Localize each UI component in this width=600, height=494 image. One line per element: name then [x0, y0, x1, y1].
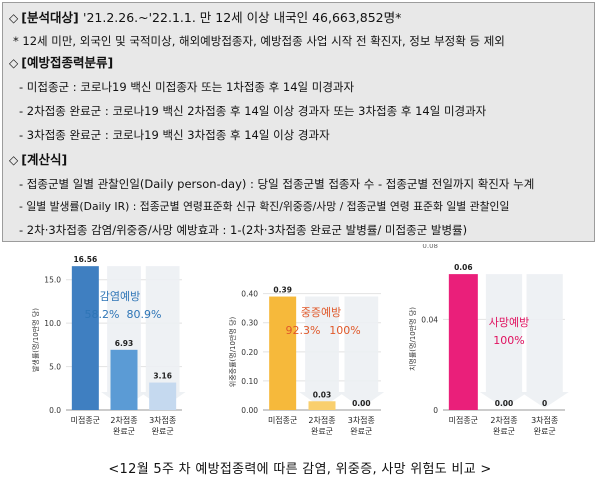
reduction-arrow	[299, 296, 345, 408]
y-tick-label: 15.0	[44, 276, 61, 285]
y-tick-label: 0.10	[241, 377, 258, 386]
x-tick-label: 완료군	[350, 427, 372, 436]
y-tick-label: 0.20	[241, 348, 258, 357]
calc-item: - 접종군별 일별 관찰인일(Daily person-day) : 당일 접종…	[19, 177, 535, 191]
x-tick-label: 완료군	[311, 427, 333, 436]
bar	[71, 266, 99, 410]
annotation-title: 감염예방	[100, 290, 140, 303]
bar	[110, 349, 138, 410]
y-tick-label: 0.00	[241, 406, 258, 415]
y-tick-label: 0.30	[241, 319, 258, 328]
x-tick-label: 완료군	[493, 427, 515, 436]
annotation-value: 80.9%	[127, 308, 162, 321]
value-label: 0.00	[495, 399, 514, 408]
x-tick-label: 완료군	[113, 427, 135, 436]
calc-item: - 일별 발생률(Daily IR) : 접종군별 연령표준화 신규 확진/위중…	[19, 200, 510, 213]
annotation-title: 사망예방	[489, 316, 529, 329]
value-label: 16.56	[73, 255, 97, 264]
annotation-value: 100%	[329, 324, 360, 337]
y-tick-label: 0.08	[422, 244, 438, 250]
x-tick-label: 2차접종	[308, 415, 335, 425]
y-tick-label: 0.04	[421, 315, 438, 324]
y-tick-label: 0.0	[49, 406, 61, 415]
notes-box: ◇ [분석대상] '21.2.26.~'22.1.1. 만 12세 이상 내국인 …	[2, 2, 595, 242]
death-chart: 0 0.04 0.08 치명률(명/10만명 당) 0.06 0.00 0 미접종군 2차접종완…	[408, 244, 569, 436]
class-item: - 2차접종 완료군 : 코로나19 백신 2차접종 후 14일 이상 경과자 …	[19, 104, 487, 118]
bar	[308, 401, 336, 410]
y-tick-label: 0	[433, 406, 438, 415]
x-tick-label: 미접종군	[71, 415, 100, 425]
reduction-arrow	[520, 274, 569, 408]
x-tick-label: 완료군	[152, 427, 174, 436]
value-label: 0	[542, 399, 547, 408]
class-item: - 미접종군 : 코로나19 백신 미접종자 또는 1차접종 후 14일 미경과…	[19, 80, 355, 94]
annotation-value: 92.3%	[286, 324, 321, 337]
diamond-bullet-icon: ◇	[9, 56, 19, 70]
analysis-footnote: * 12세 미만, 외국인 및 국적미상, 해외예방접종자, 예방접종 사업 시…	[13, 34, 505, 48]
class-label: [예방접종력분류]	[21, 55, 114, 70]
y-tick-label: 10.0	[44, 319, 61, 328]
value-label: 0.00	[352, 399, 371, 408]
annotation-value: 100%	[493, 334, 524, 347]
charts-area: 0.0 5.0 10.0 15.0 발생률(명/10만명 당) 16.56 6.93 3.16…	[0, 244, 600, 459]
diamond-bullet-icon: ◇	[9, 153, 19, 167]
y-tick-label: 5.0	[49, 363, 61, 372]
value-label: 0.03	[313, 390, 332, 399]
x-tick-label: 3차접종	[149, 415, 176, 425]
class-line: ◇ [예방접종력분류]	[9, 55, 113, 71]
x-tick-label: 3차접종	[348, 415, 375, 425]
x-tick-label: 완료군	[534, 427, 556, 436]
value-label: 3.16	[153, 372, 172, 381]
analysis-label: [분석대상]	[21, 10, 79, 25]
y-axis-label: 발생률(명/10만명 당)	[31, 308, 40, 372]
value-label: 0.06	[454, 263, 473, 272]
figure-caption: <12월 5주 차 예방접종력에 따른 감염, 위중증, 사망 위험도 비교 >	[108, 462, 492, 477]
x-tick-label: 미접종군	[268, 415, 297, 425]
x-tick-label: 3차접종	[531, 415, 558, 425]
bar	[448, 274, 478, 410]
reduction-arrow	[139, 266, 186, 408]
bar	[149, 382, 177, 410]
analysis-text: '21.2.26.~'22.1.1. 만 12세 이상 내국인 46,663,8…	[83, 10, 402, 25]
x-tick-label: 2차접종	[110, 415, 137, 425]
x-tick-label: 미접종군	[449, 415, 478, 425]
reduction-arrow	[338, 296, 385, 408]
value-label: 6.93	[115, 339, 134, 348]
bar	[269, 296, 297, 410]
value-label: 0.39	[273, 286, 292, 295]
calc-line: ◇ [계산식]	[9, 152, 67, 168]
annotation-value: 58.2%	[85, 308, 120, 321]
y-axis-label: 치명률(명/10만명 당)	[408, 307, 417, 371]
calc-label: [계산식]	[21, 152, 68, 167]
x-tick-label: 2차접종	[490, 415, 517, 425]
analysis-line: ◇ [분석대상] '21.2.26.~'22.1.1. 만 12세 이상 내국인 …	[9, 10, 401, 26]
y-tick-label: 0.40	[241, 290, 258, 299]
diamond-bullet-icon: ◇	[9, 11, 19, 25]
class-item: - 3차접종 완료군 : 코로나19 백신 3차접종 후 14일 이상 경과자	[19, 128, 330, 142]
reduction-arrow	[479, 274, 529, 408]
severe-chart: 0.00 0.10 0.20 0.30 0.40 위중증률(명/10만명 당) 0.39 0.…	[228, 286, 385, 436]
calc-item: - 2차·3차접종 감염/위중증/사망 예방효과 : 1-(2차·3차접종 완료…	[19, 223, 468, 237]
infection-chart: 0.0 5.0 10.0 15.0 발생률(명/10만명 당) 16.56 6.93 3.16…	[31, 255, 186, 436]
annotation-title: 중증예방	[301, 306, 341, 319]
y-axis-label: 위중증률(명/10만명 당)	[228, 317, 237, 388]
